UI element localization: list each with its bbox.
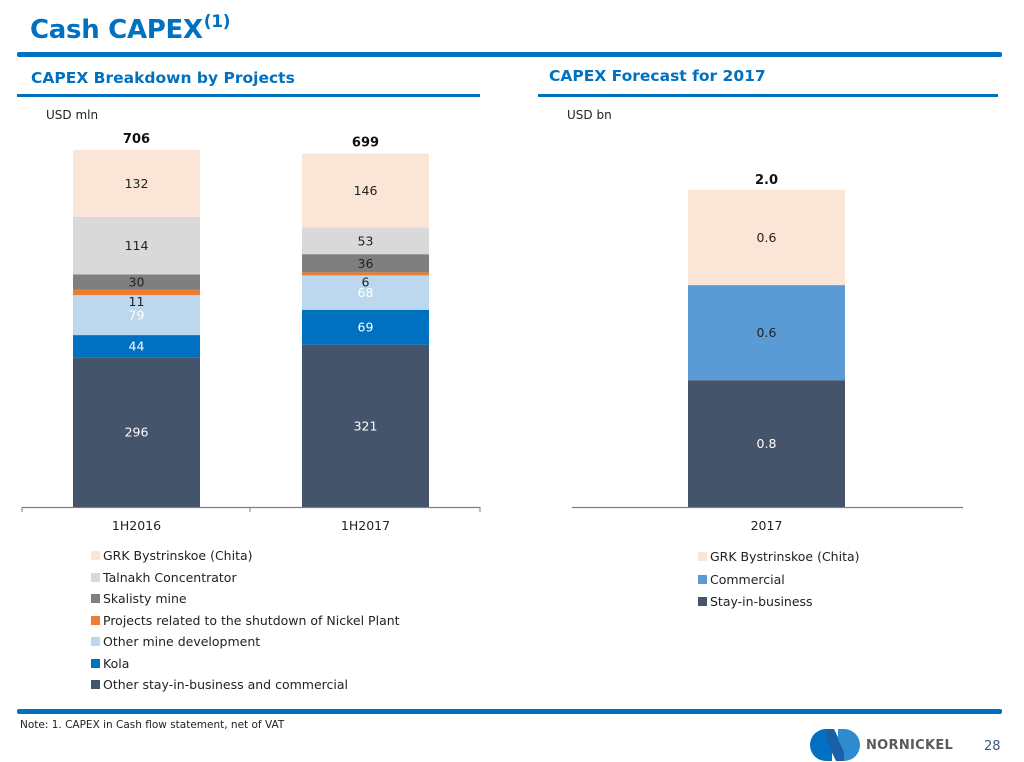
legend-label: Other mine development bbox=[103, 634, 261, 649]
legend-label: Other stay-in-business and commercial bbox=[103, 677, 348, 692]
footer-divider bbox=[17, 709, 1002, 714]
legend-label: Projects related to the shutdown of Nick… bbox=[103, 612, 400, 628]
nornickel-logo-icon bbox=[810, 729, 860, 761]
legend-swatch bbox=[698, 552, 707, 561]
data-label: 11 bbox=[129, 294, 145, 309]
data-label: 132 bbox=[125, 176, 149, 191]
legend-swatch bbox=[91, 551, 100, 560]
data-label: 69 bbox=[358, 320, 374, 335]
category-label: 1H2017 bbox=[341, 518, 390, 533]
legend-label: GRK Bystrinskoe (Chita) bbox=[710, 549, 860, 564]
bar-segment-talnakh-concentrator bbox=[302, 227, 429, 255]
left-panel-heading: CAPEX Breakdown by Projects bbox=[31, 69, 295, 87]
bar-segment-kola bbox=[73, 335, 200, 358]
bar-segment-projects-related-to-the-shutdown-of-nickel-plant bbox=[73, 289, 200, 296]
legend-swatch bbox=[91, 637, 100, 646]
legend-item-commercial: Commercial bbox=[698, 572, 785, 587]
bar-segment-other-mine-development bbox=[73, 295, 200, 336]
right-panel-heading: CAPEX Forecast for 2017 bbox=[549, 67, 766, 85]
bar-segment-stay-in-business bbox=[688, 380, 845, 507]
data-label: 30 bbox=[129, 274, 145, 289]
legend-label: Skalisty mine bbox=[103, 591, 187, 606]
title-footnote-marker: (1) bbox=[203, 12, 231, 32]
bar-segment-projects-related-to-the-shutdown-of-nickel-plant bbox=[302, 272, 429, 276]
data-label: 296 bbox=[125, 425, 149, 440]
bar-segment-skalisty-mine bbox=[302, 254, 429, 273]
legend-swatch bbox=[698, 574, 707, 584]
bar-segment-other-stay-in-business-and-commercial bbox=[302, 344, 429, 507]
legend-item-projects-related-to-the-shutdown-of-nickel-plant: Projects related to the shutdown of Nick… bbox=[91, 613, 400, 628]
data-label: 0.6 bbox=[757, 230, 777, 245]
bar-segment-grk-bystrinskoe-chita bbox=[688, 190, 845, 286]
total-label: 699 bbox=[352, 136, 379, 151]
bar-segment-talnakh-concentrator bbox=[73, 216, 200, 275]
legend-swatch bbox=[698, 597, 707, 606]
capex-forecast-chart: 0.8 0.6 0.6 2.0 2017 bbox=[572, 173, 963, 533]
page-title: Cash CAPEX(1) bbox=[30, 12, 231, 45]
header-divider bbox=[17, 52, 1002, 57]
left-panel-divider bbox=[17, 94, 480, 97]
legend-swatch bbox=[91, 615, 100, 625]
total-label: 2.0 bbox=[755, 173, 778, 188]
category-label: 2017 bbox=[751, 518, 783, 533]
legend-item-skalisty-mine: Skalisty mine bbox=[91, 591, 187, 606]
data-label: 79 bbox=[129, 308, 145, 323]
bar-segment-kola bbox=[302, 309, 429, 345]
footnote: Note: 1. CAPEX in Cash flow statement, n… bbox=[20, 719, 285, 731]
brand-name: NORNICKEL bbox=[866, 738, 954, 753]
legend-item-grk-bystrinskoe-chita: GRK Bystrinskoe (Chita) bbox=[698, 549, 860, 564]
left-unit-label: USD mln bbox=[46, 108, 99, 122]
data-label: 6 bbox=[362, 274, 370, 289]
legend-item-other-mine-development: Other mine development bbox=[91, 634, 260, 649]
right-unit-label: USD bn bbox=[567, 108, 612, 122]
legend-label: GRK Bystrinskoe (Chita) bbox=[103, 548, 253, 563]
legend-label: Talnakh Concentrator bbox=[103, 569, 237, 585]
legend-swatch bbox=[91, 572, 100, 582]
legend-swatch bbox=[91, 658, 100, 668]
data-label: 44 bbox=[129, 339, 145, 354]
bar-segment-grk-bystrinskoe-chita bbox=[302, 153, 429, 228]
legend-label: Kola bbox=[103, 655, 130, 671]
legend-label: Commercial bbox=[710, 571, 785, 587]
data-label: 321 bbox=[354, 418, 378, 433]
legend-swatch bbox=[91, 594, 100, 603]
bar-segment-other-stay-in-business-and-commercial bbox=[73, 357, 200, 507]
data-label: 0.8 bbox=[757, 436, 777, 451]
data-label: 53 bbox=[358, 233, 374, 248]
page-title-text: Cash CAPEX bbox=[30, 15, 203, 45]
bar-segment-grk-bystrinskoe-chita bbox=[73, 150, 200, 217]
legend-label: Stay-in-business bbox=[710, 594, 813, 609]
total-label: 706 bbox=[123, 132, 150, 147]
page-number: 28 bbox=[984, 739, 1001, 754]
legend-item-grk-bystrinskoe-chita: GRK Bystrinskoe (Chita) bbox=[91, 548, 253, 563]
data-label: 146 bbox=[354, 183, 378, 198]
data-label: 0.6 bbox=[757, 325, 777, 340]
bar-segment-other-mine-development bbox=[302, 275, 429, 310]
legend-item-kola: Kola bbox=[91, 656, 129, 671]
legend-item-talnakh-concentrator: Talnakh Concentrator bbox=[91, 570, 237, 585]
data-label: 36 bbox=[358, 256, 374, 271]
legend-item-stay-in-business: Stay-in-business bbox=[698, 594, 813, 609]
legend-swatch bbox=[91, 680, 100, 689]
bar-segment-commercial bbox=[688, 285, 845, 381]
right-panel-divider bbox=[538, 94, 998, 97]
data-label: 114 bbox=[125, 238, 149, 253]
legend-item-other-stay-in-business-and-commercial: Other stay-in-business and commercial bbox=[91, 677, 348, 692]
bar-segment-skalisty-mine bbox=[73, 274, 200, 290]
data-label: 68 bbox=[358, 285, 374, 300]
category-label: 1H2016 bbox=[112, 518, 161, 533]
